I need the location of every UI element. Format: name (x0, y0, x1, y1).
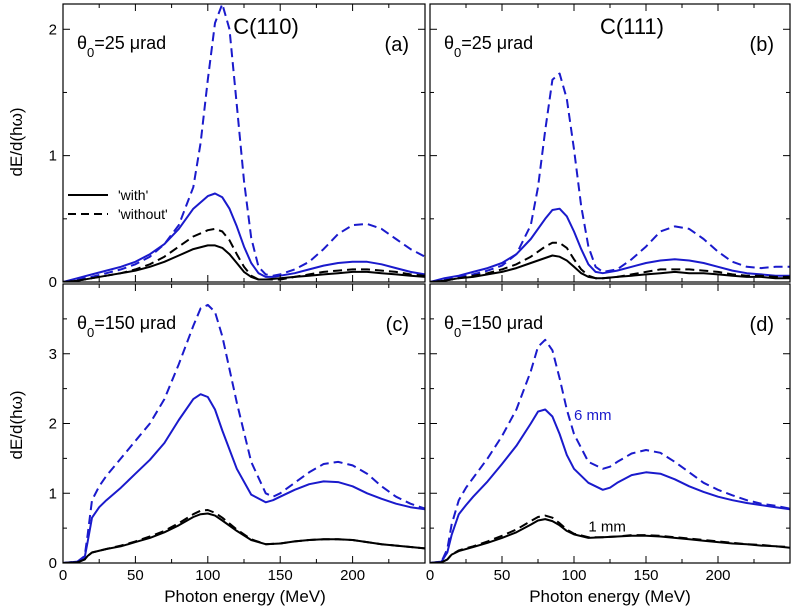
theta-label-c: θ0=150 μrad (77, 313, 176, 340)
y-tick-label-a-1: 1 (49, 148, 57, 165)
panel-label-a: (a) (385, 34, 409, 56)
series-line-a-1 (63, 192, 425, 282)
series-line-d-3 (430, 518, 790, 563)
series-line-b-3 (430, 254, 790, 282)
annotation-d-0: 6 mm (574, 407, 612, 424)
series-line-b-0 (430, 72, 790, 282)
panel-label-c: (c) (386, 314, 409, 336)
x-axis-label-left: Photon energy (MeV) (164, 587, 326, 606)
series-group-d (430, 338, 790, 563)
panel-title-a: C(110) (233, 14, 299, 39)
y-tick-label-c-1: 1 (49, 485, 57, 502)
annotation-d-1: 1 mm (588, 519, 626, 536)
x-tick-label-d-200: 200 (705, 567, 730, 584)
x-tick-label-d-0: 0 (426, 567, 434, 584)
legend: 'with' 'without' (68, 187, 168, 222)
series-group-a (63, 4, 425, 282)
x-axis-label-right: Photon energy (MeV) (529, 587, 691, 606)
panel-label-d: (d) (750, 314, 774, 336)
theta-label-d: θ0=150 μrad (444, 313, 543, 340)
y-axis-label-bottom: dE/d(hω) (7, 390, 26, 459)
series-line-c-1 (63, 393, 425, 563)
series-line-c-0 (63, 303, 425, 563)
series-line-d-1 (430, 408, 790, 563)
series-group-b (430, 72, 790, 282)
x-tick-label-c-100: 100 (195, 567, 220, 584)
theta-label-b: θ0=25 μrad (444, 33, 533, 60)
panel-c: 0 50 100 150 200 0 1 2 3 θ0=150 μrad (c) (49, 283, 426, 584)
theta-label-a: θ0=25 μrad (77, 33, 166, 60)
panel-b: θ0=25 μrad (b) C(111) (429, 3, 791, 283)
series-line-a-3 (63, 244, 425, 282)
legend-without-label: 'without' (118, 206, 168, 222)
x-tick-label-c-200: 200 (340, 567, 365, 584)
panel-d: 0 50 100 150 200 θ0=150 μrad (d) 6 mm 1 mm (426, 283, 791, 584)
series-group-c (63, 303, 425, 563)
y-tick-label-c-0: 0 (49, 555, 57, 572)
x-tick-label-c-50: 50 (127, 567, 144, 584)
x-tick-label-d-100: 100 (561, 567, 586, 584)
series-line-d-0 (430, 338, 790, 563)
series-line-c-3 (63, 512, 425, 563)
x-tick-label-c-0: 0 (59, 567, 67, 584)
panel-a: 0 1 2 θ0=25 μrad (a) C(110) (49, 3, 426, 291)
series-line-a-0 (63, 4, 425, 282)
y-tick-label-a-2: 2 (49, 21, 57, 38)
x-tick-label-d-150: 150 (633, 567, 658, 584)
y-tick-label-c-3: 3 (49, 346, 57, 363)
legend-with-label: 'with' (118, 187, 148, 203)
panel-title-b: C(111) (600, 14, 664, 39)
panel-label-b: (b) (750, 34, 774, 56)
x-tick-label-c-150: 150 (268, 567, 293, 584)
y-tick-label-a-0: 0 (49, 274, 57, 291)
x-tick-label-d-50: 50 (494, 567, 511, 584)
y-axis-label-top: dE/d(hω) (7, 107, 26, 176)
series-line-b-1 (430, 207, 790, 282)
y-tick-label-c-2: 2 (49, 416, 57, 433)
